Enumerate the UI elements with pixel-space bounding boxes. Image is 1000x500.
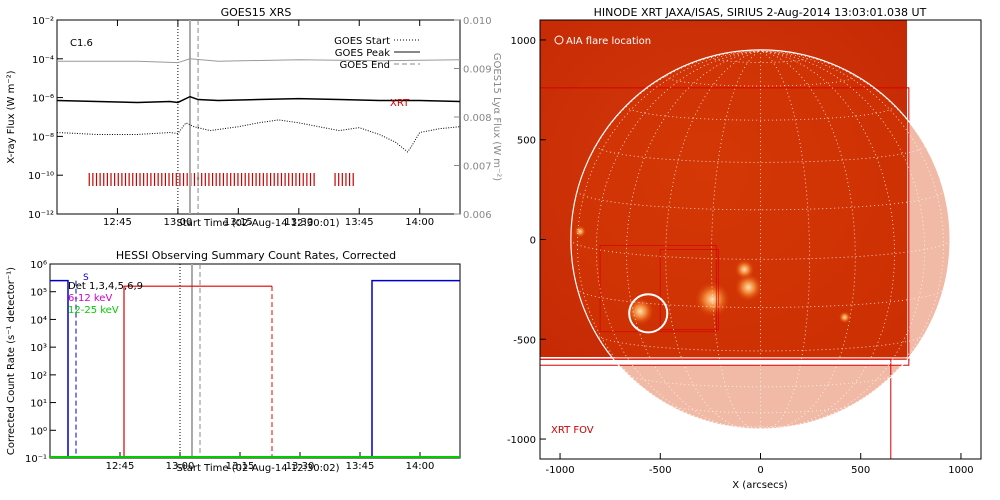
goes-y2tick-label: 0.008 — [463, 113, 492, 124]
xrt-longitude-line — [711, 50, 761, 430]
xrt-ytick-label: 1000 — [511, 36, 536, 47]
goes-xtick-label: 14:00 — [405, 217, 434, 228]
xrt-sun-disc — [570, 49, 951, 430]
xrt-latitude-line — [711, 421, 810, 428]
goes-xtick-label: 13:15 — [224, 217, 253, 228]
hessi-xlabel: Start Time (02-Aug-14 12:30:02) — [176, 463, 339, 474]
xrt-flare-circle — [628, 293, 669, 334]
xrt-latitude-line — [595, 145, 926, 163]
hessi-xtick-label: 13:00 — [166, 461, 195, 472]
hessi-red-series — [123, 285, 272, 458]
xrt-subfield-box — [659, 248, 719, 331]
xrt-panel: HINODE XRT JAXA/ISAS, SIRIUS 2-Aug-2014 … — [507, 6, 982, 491]
goes-frame — [56, 19, 461, 215]
xrt-latitude-line — [626, 372, 895, 388]
goes-xtick-label: 13:30 — [284, 217, 313, 228]
hessi-blue-left — [50, 279, 69, 458]
hessi-ytick-label: 10⁴ — [30, 315, 47, 326]
xrt-latitude-line — [711, 57, 810, 63]
hessi-xtick-label: 13:30 — [286, 461, 315, 472]
goes-xrt-label: XRT — [390, 98, 410, 109]
hessi-xtick-label: 14:00 — [406, 461, 435, 472]
xrt-longitude-line — [665, 50, 761, 430]
goes-panel: GOES15 XRS 10⁻¹² 10⁻¹⁰ 10⁻⁸ 10⁻⁶ 10⁻⁴ 10⁻² 0.… — [6, 6, 502, 229]
xrt-fov-outline — [540, 358, 892, 459]
goes-xtick-label: 12:45 — [103, 217, 132, 228]
goes-short-series — [56, 119, 461, 153]
hessi-blue-right — [371, 279, 460, 458]
hessi-xtick-label: 12:45 — [106, 461, 135, 472]
goes-y2tick-label: 0.006 — [463, 210, 492, 221]
hessi-legend-s: S — [83, 273, 89, 283]
xrt-title: HINODE XRT JAXA/ISAS, SIRIUS 2-Aug-2014 … — [594, 6, 927, 19]
goes-ytick-label: 10⁻⁶ — [32, 94, 54, 105]
xrt-aia-legend: AIA flare location — [566, 36, 651, 47]
xrt-xtick-label: -1000 — [546, 465, 575, 476]
hessi-ytick-label: 10⁶ — [30, 260, 47, 271]
goes-ytick-label: 10⁻¹⁰ — [28, 171, 54, 182]
xrt-longitude-line — [760, 50, 810, 430]
xrt-active-region — [574, 225, 587, 238]
hessi-title: HESSI Observing Summary Count Rates, Cor… — [116, 249, 396, 262]
goes-y2tick-label: 0.009 — [463, 65, 492, 76]
xrt-xtick-label: 1000 — [948, 465, 973, 476]
goes-y2tick-label: 0.010 — [463, 16, 492, 27]
goes-ytick-label: 10⁻² — [32, 16, 54, 27]
xrt-ytick-label: -500 — [513, 335, 536, 346]
hessi-xtick-label: 13:15 — [226, 461, 255, 472]
goes-legend-start: GOES Start — [334, 36, 390, 47]
goes-legend-end: GOES End — [340, 60, 390, 71]
hessi-ytick-label: 10¹ — [30, 399, 47, 410]
hessi-ytick-label: 10³ — [30, 343, 47, 354]
xrt-latitude-line — [665, 402, 856, 414]
goes-long-series — [56, 95, 461, 104]
xrt-xtick-label: 500 — [851, 465, 870, 476]
hessi-ytick-label: 10⁵ — [30, 288, 47, 299]
hessi-xtick-label: 13:45 — [346, 461, 375, 472]
xrt-ytick-label: -1000 — [507, 435, 536, 446]
goes-class-label: C1.6 — [70, 38, 93, 49]
hessi-ytick-label: 10⁰ — [30, 426, 47, 437]
xrt-ytick-label: 0 — [530, 236, 536, 247]
hessi-ytick-label: 10² — [30, 371, 47, 382]
xrt-active-region — [838, 311, 851, 324]
goes-xtick-label: 13:45 — [345, 217, 374, 228]
hessi-legend-high: 12-25 keV — [68, 305, 119, 316]
xrt-active-region — [734, 259, 755, 280]
goes-ytick-label: 10⁻⁴ — [32, 55, 54, 66]
xrt-longitude-line — [570, 50, 761, 429]
xrt-active-region — [734, 273, 763, 302]
goes-ytick-label: 10⁻¹² — [28, 210, 54, 221]
goes-xlabel: Start Time (02-Aug-14 12:30:01) — [176, 218, 339, 229]
hessi-panel: HESSI Observing Summary Count Rates, Cor… — [6, 249, 461, 474]
xrt-longitude-line — [595, 50, 761, 429]
hessi-ytick-label: 10⁻¹ — [25, 454, 47, 465]
xrt-xtick-label: -500 — [649, 465, 672, 476]
xrt-latitude-line — [626, 105, 895, 121]
goes-ylabel: X-ray Flux (W m⁻²) — [6, 70, 17, 163]
xrt-xtick-label: 0 — [757, 465, 763, 476]
xrt-aia-legend-icon — [554, 35, 564, 45]
goes-title: GOES15 XRS — [221, 6, 292, 19]
goes-ytick-label: 10⁻⁸ — [32, 132, 54, 143]
goes-ylabel-right: GOES15 Lyα Flux (W m⁻²) — [491, 53, 502, 181]
xrt-ytick-label: 500 — [517, 136, 536, 147]
xrt-xlabel: X (arcsecs) — [732, 480, 788, 491]
xrt-longitude-line — [760, 50, 856, 430]
xrt-longitude-line — [760, 50, 951, 429]
xrt-fov-bottom-edge — [540, 358, 910, 366]
goes-xtick-label: 13:00 — [163, 217, 192, 228]
goes-y2tick-label: 0.007 — [463, 162, 492, 173]
hessi-legend-det: Det 1,3,4,5,6,9 — [68, 281, 143, 292]
xrt-latitude-line — [595, 333, 926, 352]
xrt-longitude-line — [760, 50, 926, 429]
hessi-ylabel: Corrected Count Rate (s⁻¹ detector⁻¹) — [6, 267, 17, 455]
xrt-fov-label: XRT FOV — [551, 425, 594, 436]
xrt-active-region — [626, 297, 655, 326]
hessi-legend-low: 6-12 keV — [68, 293, 112, 304]
goes-lya-series — [57, 58, 461, 64]
goes-legend-peak: GOES Peak — [335, 48, 390, 59]
